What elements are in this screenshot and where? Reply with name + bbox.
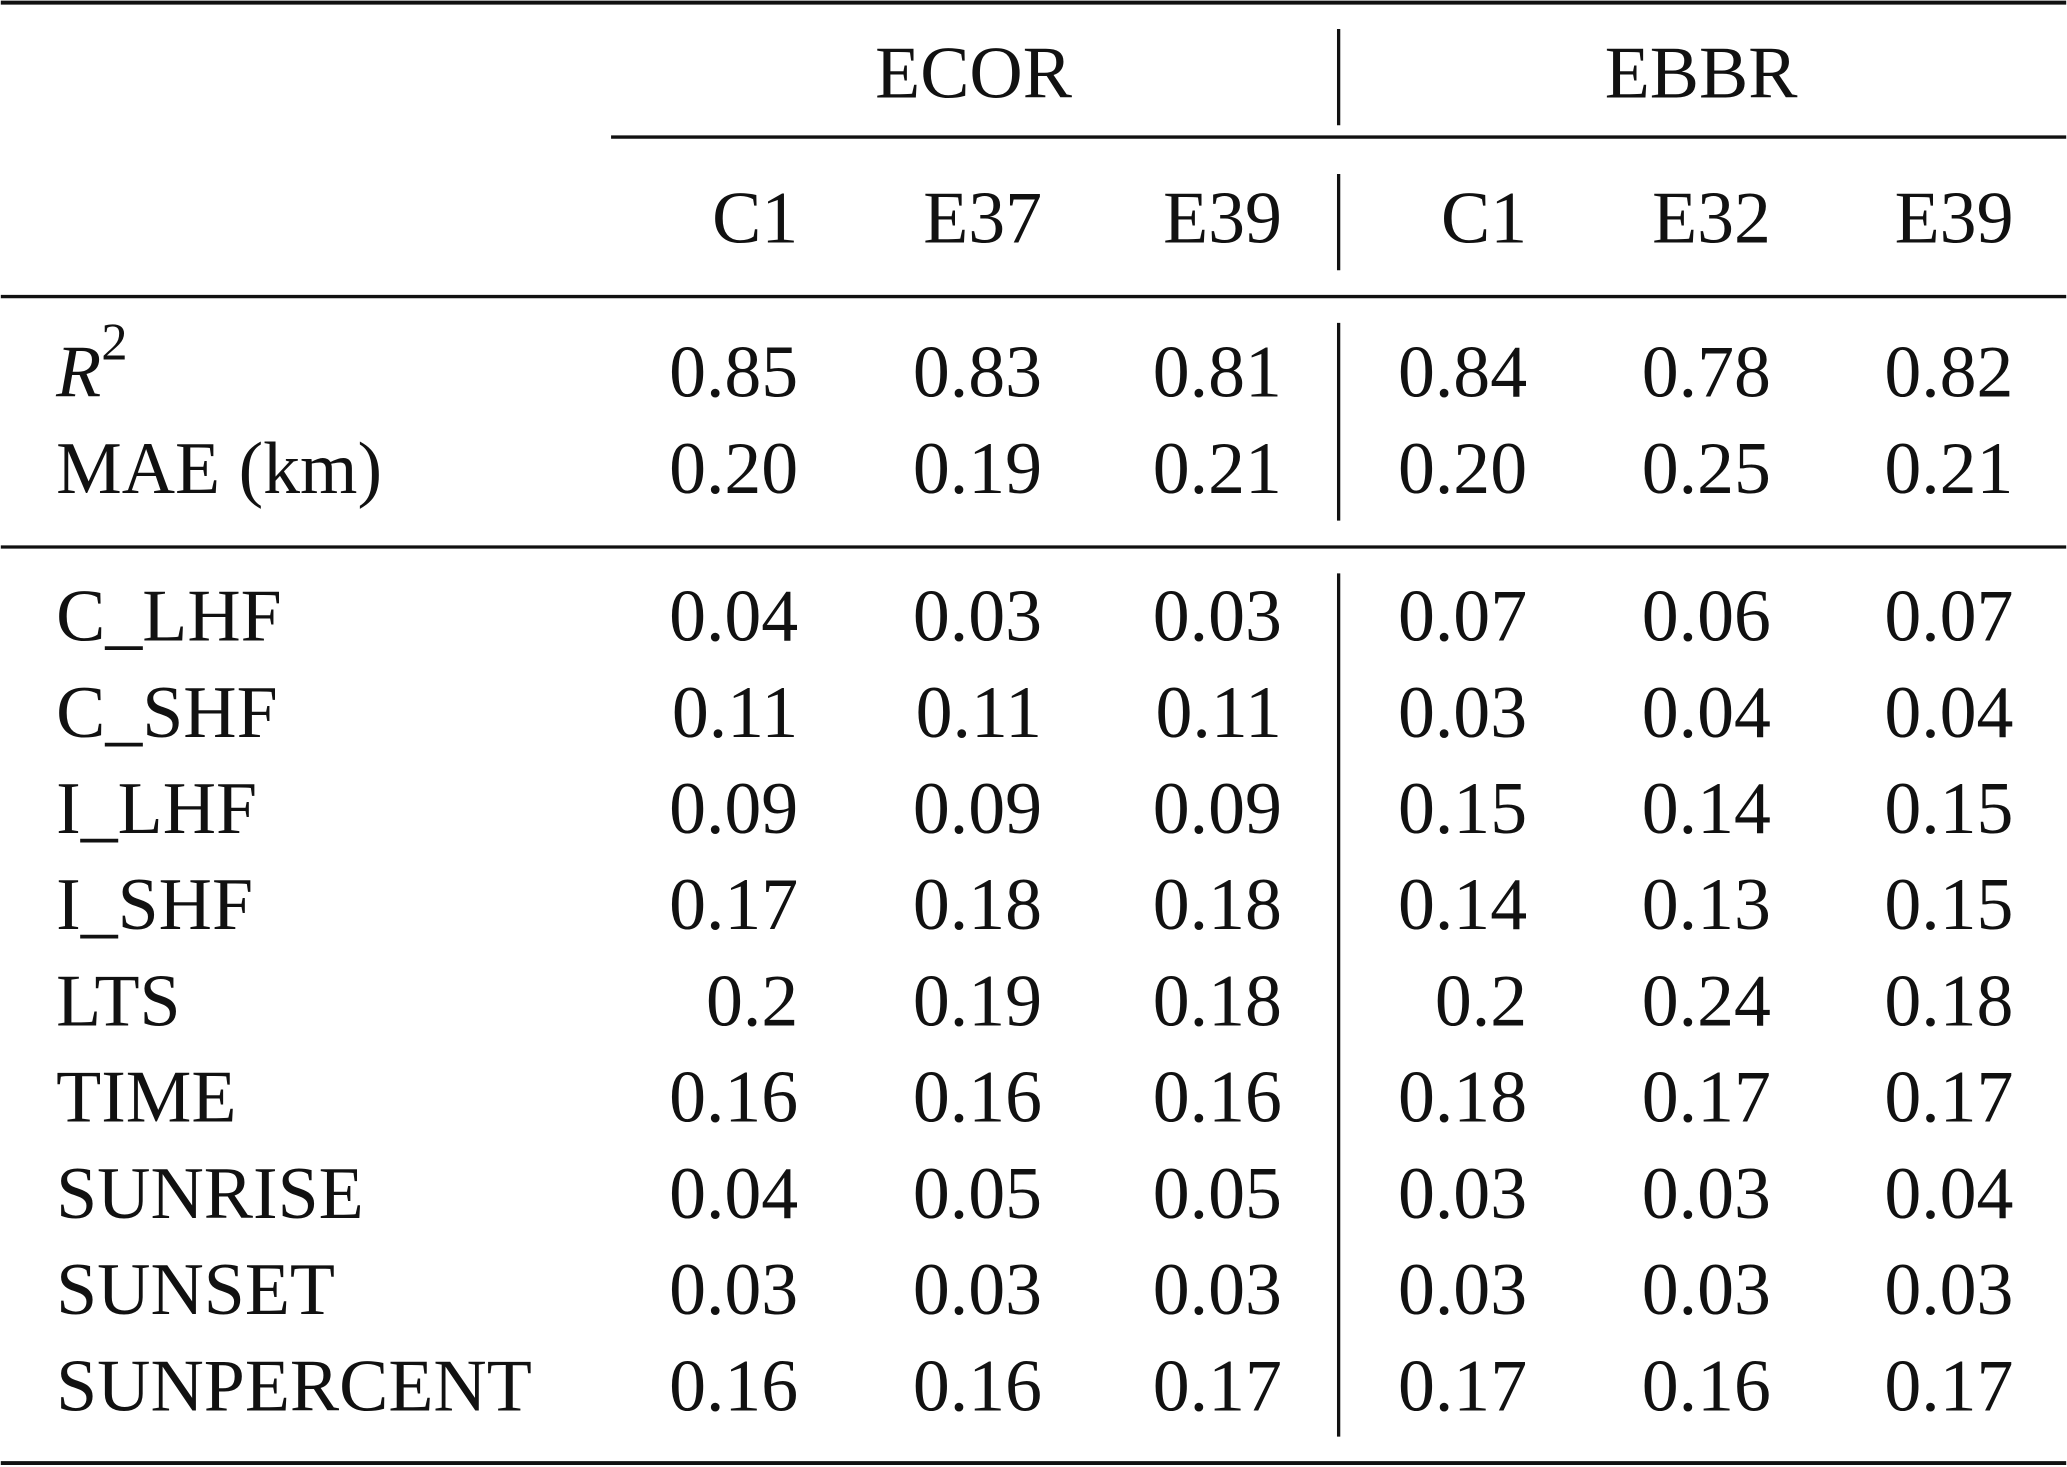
column-header: E32: [1652, 176, 1771, 258]
cell-value: 0.15: [1398, 767, 1527, 849]
cell-value: 0.04: [1884, 671, 2013, 753]
row-label: I_LHF: [56, 767, 257, 849]
cell-value: 0.11: [916, 671, 1042, 753]
cell-value: 0.09: [1153, 767, 1282, 849]
cell-value: 0.04: [1642, 671, 1771, 753]
cell-value: 0.18: [1398, 1056, 1527, 1138]
cell-value: 0.21: [1153, 427, 1282, 509]
cell-value: 0.03: [669, 1248, 798, 1330]
cell-value: 0.18: [1153, 959, 1282, 1041]
cell-value: 0.03: [1398, 671, 1527, 753]
cell-value: 0.16: [1153, 1056, 1282, 1138]
row-label: I_SHF: [56, 863, 253, 945]
column-header: C1: [712, 176, 798, 258]
row-label: LTS: [56, 959, 180, 1041]
cell-value: 0.16: [913, 1056, 1042, 1138]
cell-value: 0.20: [1398, 427, 1527, 509]
cell-value: 0.16: [669, 1056, 798, 1138]
group-header: ECOR: [875, 31, 1073, 113]
column-header: E39: [1163, 176, 1282, 258]
column-header: C1: [1441, 176, 1527, 258]
cell-value: 0.17: [1884, 1056, 2013, 1138]
cell-value: 0.14: [1642, 767, 1771, 849]
cell-value: 0.82: [1884, 331, 2013, 413]
row-label: C_SHF: [56, 671, 278, 753]
cell-value: 0.15: [1884, 863, 2013, 945]
cell-value: 0.25: [1642, 427, 1771, 509]
row-label-base: R: [55, 331, 101, 413]
cell-value: 0.19: [913, 959, 1042, 1041]
cell-value: 0.03: [1153, 575, 1282, 657]
row-label: SUNRISE: [56, 1152, 364, 1234]
cell-value: 0.20: [669, 427, 798, 509]
cell-value: 0.18: [1884, 959, 2013, 1041]
cell-value: 0.11: [672, 671, 798, 753]
cell-value: 0.05: [913, 1152, 1042, 1234]
cell-value: 0.09: [669, 767, 798, 849]
cell-value: 0.11: [1156, 671, 1282, 753]
row-label: MAE (km): [56, 427, 382, 509]
cell-value: 0.04: [1884, 1152, 2013, 1234]
cell-value: 0.17: [1642, 1056, 1771, 1138]
cell-value: 0.13: [1642, 863, 1771, 945]
cell-value: 0.03: [1642, 1248, 1771, 1330]
cell-value: 0.03: [913, 575, 1042, 657]
cell-value: 0.07: [1398, 575, 1527, 657]
cell-value: 0.15: [1884, 767, 2013, 849]
cell-value: 0.78: [1642, 331, 1771, 413]
cell-value: 0.16: [913, 1344, 1042, 1426]
cell-value: 0.17: [669, 863, 798, 945]
cell-value: 0.19: [913, 427, 1042, 509]
cell-value: 0.85: [669, 331, 798, 413]
cell-value: 0.03: [1398, 1152, 1527, 1234]
cell-value: 0.07: [1884, 575, 2013, 657]
cell-value: 0.16: [1642, 1344, 1771, 1426]
cell-value: 0.04: [669, 575, 798, 657]
cell-value: 0.17: [1884, 1344, 2013, 1426]
cell-value: 0.03: [1884, 1248, 2013, 1330]
row-label: C_LHF: [56, 575, 282, 657]
cell-value: 0.2: [706, 959, 798, 1041]
cell-value: 0.83: [913, 331, 1042, 413]
column-header: E37: [923, 176, 1042, 258]
row-label: R2: [55, 314, 127, 413]
cell-value: 0.17: [1398, 1344, 1527, 1426]
row-label-sup: 2: [101, 314, 127, 372]
cell-value: 0.24: [1642, 959, 1771, 1041]
cell-value: 0.05: [1153, 1152, 1282, 1234]
cell-value: 0.06: [1642, 575, 1771, 657]
cell-value: 0.03: [1153, 1248, 1282, 1330]
cell-value: 0.21: [1884, 427, 2013, 509]
group-header: EBBR: [1605, 31, 1799, 113]
row-label: SUNPERCENT: [56, 1344, 532, 1426]
cell-value: 0.04: [669, 1152, 798, 1234]
column-header: E39: [1895, 176, 2014, 258]
cell-value: 0.16: [669, 1344, 798, 1426]
cell-value: 0.14: [1398, 863, 1527, 945]
cell-value: 0.2: [1435, 959, 1527, 1041]
row-label: SUNSET: [56, 1248, 335, 1330]
cell-value: 0.18: [913, 863, 1042, 945]
cell-value: 0.17: [1153, 1344, 1282, 1426]
cell-value: 0.03: [913, 1248, 1042, 1330]
cell-value: 0.03: [1642, 1152, 1771, 1234]
cell-value: 0.81: [1153, 331, 1282, 413]
cell-value: 0.03: [1398, 1248, 1527, 1330]
cell-value: 0.18: [1153, 863, 1282, 945]
cell-value: 0.84: [1398, 331, 1527, 413]
cell-value: 0.09: [913, 767, 1042, 849]
row-label: TIME: [56, 1056, 236, 1138]
